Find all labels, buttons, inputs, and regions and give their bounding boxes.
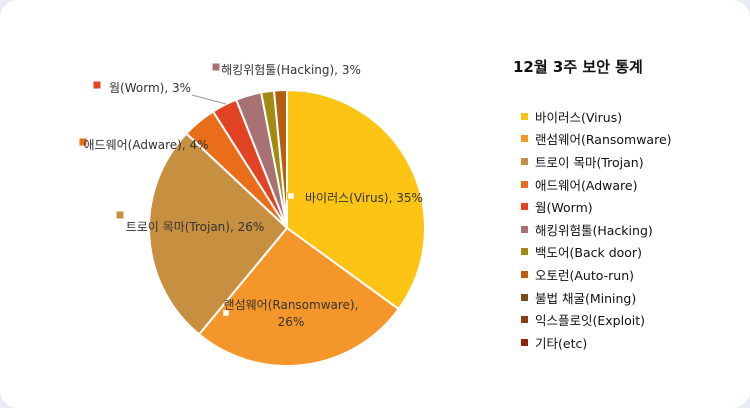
leader-lines (191, 94, 227, 105)
pie-slice (286, 88, 426, 311)
data-label: 26% (278, 315, 305, 329)
legend-label: 불법 채굴(Mining) (535, 290, 637, 306)
legend-swatch (521, 203, 528, 211)
legend-label: 오토런(Auto-run) (535, 267, 635, 283)
data-label-marker (93, 81, 101, 89)
legend-label: 바이러스(Virus) (535, 109, 623, 125)
legend-swatch (521, 135, 528, 143)
legend-swatch (521, 338, 528, 346)
legend-label: 트로이 목마(Trojan) (535, 154, 644, 170)
legend-item: 바이러스(Virus) (521, 105, 672, 128)
data-label: 트로이 목마(Trojan), 26% (126, 220, 265, 234)
data-label: 해킹위험툴(Hacking), 3% (221, 63, 361, 77)
legend-item: 익스플로잇(Exploit) (521, 308, 672, 331)
pie-slices (148, 88, 426, 367)
legend-label: 웜(Worm) (535, 200, 593, 216)
pie-slice (272, 88, 288, 229)
data-label: 바이러스(Virus), 35% (305, 191, 423, 205)
data-label-marker (286, 191, 296, 201)
legend-label: 익스플로잇(Exploit) (535, 313, 645, 329)
legend-item: 기타(etc) (521, 331, 672, 354)
legend-item: 해킹위험툴(Hacking) (521, 218, 672, 241)
data-label: 애드웨어(Adware), 4% (83, 138, 208, 152)
legend-item: 백도어(Back door) (521, 241, 672, 264)
legend-swatch (521, 225, 528, 233)
legend-item: 랜섬웨어(Ransomware) (521, 128, 672, 151)
data-labels: 바이러스(Virus), 35% 랜섬웨어(Ransomware), 26% 트로이 … (79, 63, 423, 329)
data-label-marker (116, 211, 124, 219)
legend-label: 기타(etc) (535, 335, 588, 351)
legend-swatch (521, 157, 528, 165)
pie-slice (197, 226, 401, 367)
data-label-marker (212, 63, 220, 71)
data-label-marker (79, 138, 87, 146)
legend-swatch (521, 112, 528, 120)
legend: 바이러스(Virus) 랜섬웨어(Ransomware) 트로이 목마(Trojan… (521, 105, 672, 354)
chart-title: 12월 3주 보안 통계 (513, 58, 643, 76)
legend-item: 웜(Worm) (521, 195, 672, 218)
legend-swatch (521, 180, 528, 188)
pie-slice (148, 132, 289, 336)
legend-label: 백도어(Back door) (535, 245, 642, 261)
legend-item: 애드웨어(Adware) (521, 173, 672, 196)
legend-label: 애드웨어(Adware) (535, 177, 638, 193)
legend-label: 랜섬웨어(Ransomware) (535, 132, 672, 148)
legend-swatch (521, 270, 528, 278)
data-label: 랜섬웨어(Ransomware), (224, 298, 359, 312)
legend-item: 트로이 목마(Trojan) (521, 150, 672, 173)
legend-label: 해킹위험툴(Hacking) (535, 222, 653, 238)
data-label-marker (221, 308, 231, 318)
data-label: 웜(Worm), 3% (109, 81, 191, 95)
legend-swatch (521, 316, 528, 324)
leader-line (191, 94, 227, 105)
legend-swatch (521, 293, 528, 301)
legend-item: 오토런(Auto-run) (521, 263, 672, 286)
legend-item: 불법 채굴(Mining) (521, 286, 672, 309)
legend-swatch (521, 248, 528, 256)
